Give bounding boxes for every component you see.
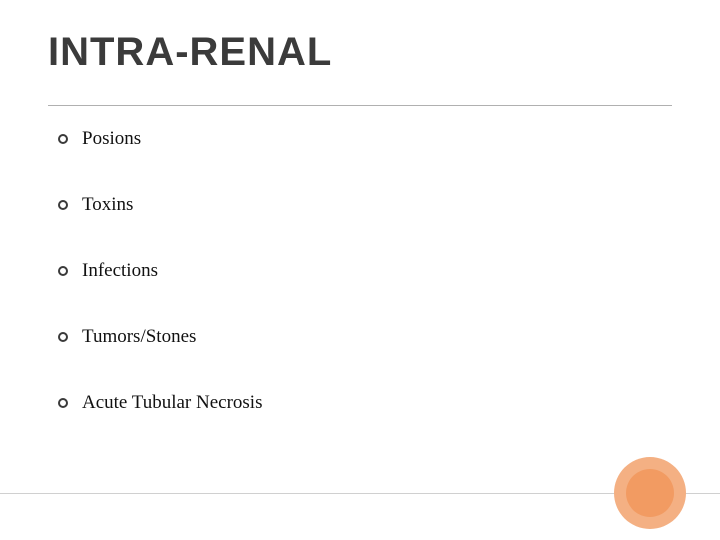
footer-divider (0, 493, 720, 494)
list-item-label: Acute Tubular Necrosis (82, 392, 262, 414)
circle-bullet-icon (58, 266, 68, 276)
bullet-list: Posions Toxins Infections Tumors/Stones … (48, 128, 672, 414)
circle-bullet-icon (58, 134, 68, 144)
list-item: Acute Tubular Necrosis (58, 392, 672, 414)
list-item: Tumors/Stones (58, 326, 672, 348)
list-item-label: Posions (82, 128, 141, 150)
list-item-label: Infections (82, 260, 158, 282)
circle-bullet-icon (58, 200, 68, 210)
circle-bullet-icon (58, 332, 68, 342)
slide: INTRA-RENAL Posions Toxins Infections Tu… (0, 0, 720, 540)
title-underline (48, 105, 672, 106)
slide-title: INTRA-RENAL (48, 30, 672, 75)
decor-circle-inner-icon (626, 469, 674, 517)
list-item: Infections (58, 260, 672, 282)
list-item-label: Toxins (82, 194, 133, 216)
list-item: Posions (58, 128, 672, 150)
list-item: Toxins (58, 194, 672, 216)
list-item-label: Tumors/Stones (82, 326, 196, 348)
circle-bullet-icon (58, 398, 68, 408)
